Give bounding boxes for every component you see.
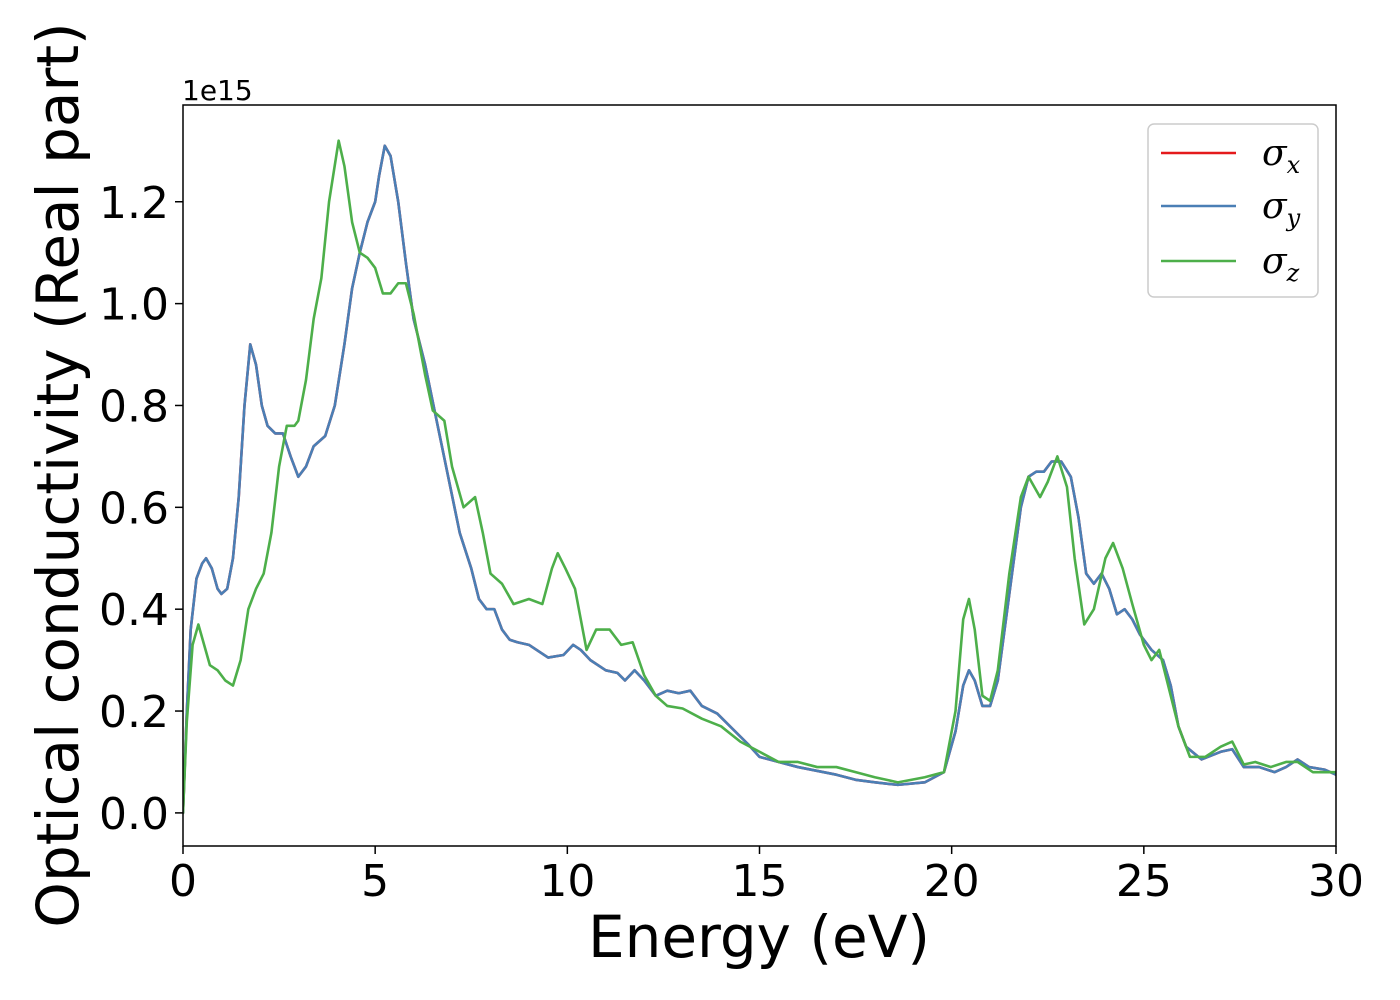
legend-box	[1147, 123, 1319, 298]
legend: σx σy σz	[1147, 123, 1319, 298]
legend-label-sigma-z: σz	[1262, 241, 1300, 287]
series-line-sigma-z	[183, 139, 1336, 815]
x-tick-label: 5	[361, 856, 389, 907]
x-axis: 0 5 10 15 20 25 30	[169, 846, 1364, 907]
y-offset-label: 1e15	[182, 74, 253, 107]
y-tick-label: 0.2	[99, 687, 169, 738]
y-axis: 0.0 0.2 0.4 0.6 0.8 1.0 1.2	[99, 178, 183, 840]
x-tick-label: 10	[539, 856, 595, 907]
y-tick-label: 1.0	[99, 280, 169, 331]
y-tick-label: 0.4	[99, 585, 169, 636]
series-layer	[183, 139, 1336, 815]
x-tick-label: 25	[1116, 856, 1172, 907]
x-tick-label: 30	[1308, 856, 1364, 907]
x-tick-label: 20	[924, 856, 980, 907]
x-axis-title: Energy (eV)	[588, 903, 930, 971]
y-tick-label: 1.2	[99, 178, 169, 229]
x-tick-label: 0	[169, 856, 197, 907]
y-tick-label: 0.0	[99, 789, 169, 840]
y-tick-label: 0.6	[99, 483, 169, 534]
y-tick-label: 0.8	[99, 381, 169, 432]
legend-label-sigma-y: σy	[1262, 186, 1301, 232]
series-line-sigma-y	[183, 144, 1336, 815]
legend-label-sigma-x: σx	[1262, 133, 1301, 179]
y-axis-title: Optical conductivity (Real part)	[24, 22, 92, 927]
x-tick-label: 15	[732, 856, 788, 907]
